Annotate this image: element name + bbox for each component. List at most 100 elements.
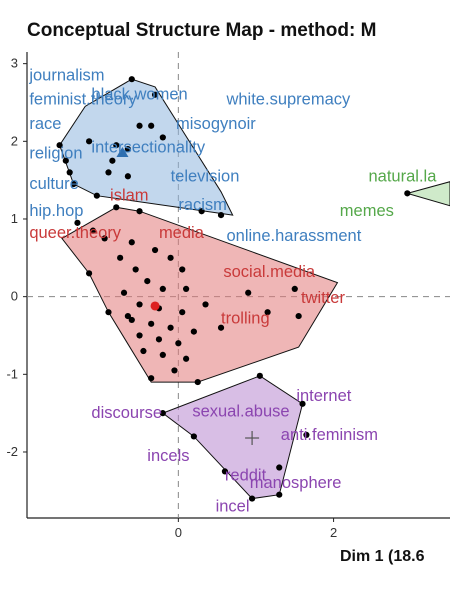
data-point (120, 289, 128, 296)
point-label: religion (29, 145, 82, 163)
centroid-marker (150, 301, 160, 311)
data-point (128, 76, 135, 83)
data-point (299, 400, 306, 407)
point-label: white.supremacy (225, 90, 351, 108)
data-point (256, 372, 263, 379)
point-label: media (159, 224, 205, 242)
data-point (248, 495, 256, 502)
y-tick-label: -1 (6, 366, 18, 381)
point-label: online.harassment (226, 227, 361, 245)
point-label: television (171, 167, 240, 185)
data-point (217, 324, 225, 331)
data-point (70, 180, 77, 188)
point-label: reddit (225, 466, 267, 484)
data-point (113, 142, 120, 149)
data-point (264, 309, 271, 316)
data-point (175, 340, 182, 347)
point-label: culture (29, 175, 79, 193)
point-label: race (29, 115, 61, 133)
data-point (155, 336, 163, 343)
point-label: black.women (91, 86, 187, 104)
chart-title: Conceptual Structure Map - method: M (27, 20, 377, 41)
point-label: anti.feminism (281, 426, 378, 444)
x-tick-label: 2 (330, 525, 337, 540)
data-point (194, 378, 201, 386)
data-point (291, 285, 298, 292)
data-point (159, 134, 166, 141)
point-label: incels (147, 447, 189, 465)
data-point (167, 324, 174, 331)
data-point (190, 433, 197, 440)
data-point (56, 142, 63, 149)
data-point (136, 208, 143, 215)
data-point (85, 138, 93, 145)
data-point (144, 278, 151, 285)
data-point (140, 347, 147, 355)
data-point (89, 227, 97, 234)
y-tick-label: 2 (11, 133, 18, 148)
point-label: internet (296, 387, 351, 405)
centroid-marker (116, 146, 129, 157)
point-label: incel (216, 497, 250, 515)
point-label: islam (110, 187, 149, 205)
data-point (136, 301, 143, 308)
data-point (198, 208, 205, 215)
data-point (117, 254, 124, 261)
data-point (124, 173, 131, 180)
data-point (159, 285, 166, 292)
data-point (221, 468, 229, 475)
data-point (183, 355, 190, 362)
cluster-hull-green (405, 181, 450, 207)
y-tick-label: 0 (11, 289, 18, 304)
data-point (113, 204, 120, 211)
data-point (245, 289, 252, 296)
data-point (101, 235, 108, 242)
point-label: feminist.theory (29, 90, 137, 108)
x-tick-label: 0 (175, 525, 182, 540)
data-point (179, 309, 186, 316)
y-tick-label: 3 (11, 56, 18, 71)
data-point (128, 316, 135, 324)
point-label: natural.la (369, 167, 438, 185)
data-point (159, 351, 166, 358)
point-label: memes (340, 202, 394, 220)
point-label: intersectionality (91, 139, 205, 157)
data-point (151, 246, 159, 254)
y-tick-label: 1 (11, 211, 18, 226)
data-point (303, 431, 310, 438)
data-point (136, 332, 143, 339)
data-point (128, 239, 135, 246)
data-point (167, 254, 174, 261)
point-label: trolling (221, 309, 270, 327)
point-label: racism (178, 196, 227, 214)
point-label: twitter (301, 289, 346, 307)
data-point (217, 212, 225, 219)
point-label: queer.theory (29, 224, 121, 242)
data-point (183, 285, 190, 292)
data-point (62, 157, 69, 164)
cluster-hull-red (61, 206, 339, 383)
data-point (85, 270, 93, 277)
data-point (295, 312, 302, 320)
data-point (276, 491, 283, 498)
data-point (171, 367, 178, 374)
point-label: sexual.abuse (192, 403, 289, 421)
data-point (93, 192, 100, 199)
data-point (124, 145, 131, 153)
data-point (151, 91, 159, 98)
data-point (148, 320, 155, 327)
data-point (159, 410, 166, 417)
data-point (132, 266, 139, 273)
x-axis-label: Dim 1 (18.6 (340, 548, 425, 565)
data-point (404, 190, 411, 197)
data-point (136, 122, 143, 129)
data-point (276, 464, 283, 471)
data-point (105, 309, 112, 316)
data-point (66, 169, 73, 176)
point-label: discourse (91, 404, 162, 422)
data-point (74, 219, 81, 226)
data-point (190, 328, 197, 335)
data-point (148, 375, 155, 382)
